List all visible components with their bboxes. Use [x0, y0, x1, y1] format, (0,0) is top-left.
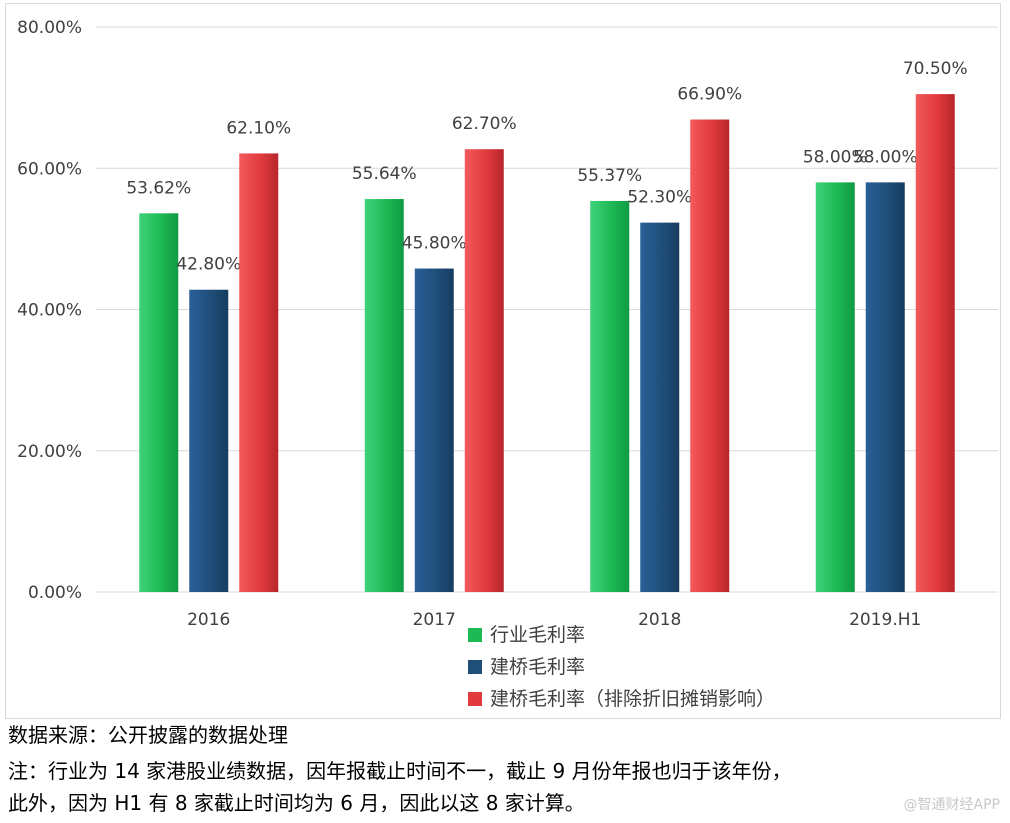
data-source-note: 数据来源：公开披露的数据处理 — [8, 723, 288, 747]
data-label: 66.90% — [677, 85, 742, 105]
bar — [915, 94, 955, 592]
data-label: 53.62% — [126, 178, 191, 198]
x-tick-label: 2019.H1 — [849, 610, 921, 630]
data-label: 52.30% — [627, 188, 692, 208]
y-tick-label: 20.00% — [17, 442, 82, 462]
x-tick-label: 2017 — [413, 610, 456, 630]
bar — [189, 289, 229, 592]
watermark: @智通财经APP — [903, 797, 1000, 813]
bar — [364, 199, 404, 593]
bar — [815, 182, 855, 592]
y-tick-label: 60.00% — [17, 159, 82, 179]
y-tick-label: 40.00% — [17, 301, 82, 321]
bar — [690, 119, 730, 593]
legend-swatch — [468, 692, 482, 706]
bar — [414, 268, 454, 592]
data-label: 42.80% — [176, 255, 241, 275]
data-label: 70.50% — [903, 59, 968, 79]
y-tick-label: 80.00% — [17, 18, 82, 38]
x-tick-label: 2018 — [638, 610, 681, 630]
data-label: 62.70% — [452, 114, 517, 134]
data-label: 55.37% — [577, 166, 642, 186]
legend-swatch — [468, 628, 482, 642]
bar — [865, 182, 905, 592]
y-tick-label: 0.00% — [28, 583, 82, 603]
legend-label: 建桥毛利率 — [490, 656, 585, 678]
data-label: 55.64% — [352, 164, 417, 184]
data-label: 62.10% — [226, 118, 291, 138]
bar — [239, 153, 279, 592]
bar — [590, 200, 630, 592]
bar — [640, 222, 680, 592]
bar-chart: 0.00% 20.00% 40.00% 60.00% 80.00% 53.62% 42.80… — [17, 18, 998, 710]
data-label: 58.00% — [853, 147, 918, 167]
legend-label: 行业毛利率 — [490, 624, 585, 646]
x-tick-label: 2016 — [187, 610, 230, 630]
footnote-line-1: 注：行业为 14 家港股业绩数据，因年报截止时间不一，截止 9 月份年报也归于该… — [8, 759, 792, 783]
data-label: 58.00% — [803, 147, 868, 167]
data-label: 45.80% — [402, 234, 467, 254]
bar — [464, 149, 504, 592]
bar — [139, 213, 179, 592]
legend-swatch — [468, 660, 482, 674]
legend-label: 建桥毛利率（排除折旧摊销影响） — [490, 688, 775, 710]
footnote-line-2: 此外，因为 H1 有 8 家截止时间均为 6 月，因此以这 8 家计算。 — [8, 791, 585, 815]
